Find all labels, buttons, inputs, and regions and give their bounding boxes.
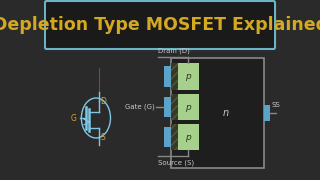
Text: p: p — [186, 72, 191, 81]
Bar — [178, 94, 199, 120]
Bar — [171, 94, 178, 120]
Text: SS: SS — [271, 102, 280, 108]
Text: Depletion Type MOSFET Explained: Depletion Type MOSFET Explained — [0, 16, 320, 34]
Text: n: n — [222, 108, 228, 118]
Bar — [178, 63, 199, 90]
Bar — [164, 127, 171, 147]
Bar — [171, 63, 178, 90]
Bar — [164, 66, 171, 87]
Text: p: p — [186, 132, 191, 141]
Text: p: p — [186, 102, 191, 111]
Text: G: G — [70, 114, 76, 123]
Bar — [264, 105, 270, 121]
Bar — [171, 58, 264, 168]
Bar — [178, 124, 199, 150]
FancyBboxPatch shape — [45, 1, 275, 49]
Text: D: D — [100, 96, 106, 105]
Bar — [171, 124, 178, 150]
Text: Source (S): Source (S) — [158, 159, 194, 165]
Bar — [164, 97, 171, 117]
Text: Drain (D): Drain (D) — [158, 48, 190, 54]
Text: S: S — [100, 134, 105, 143]
Text: Gate (G): Gate (G) — [125, 104, 155, 110]
